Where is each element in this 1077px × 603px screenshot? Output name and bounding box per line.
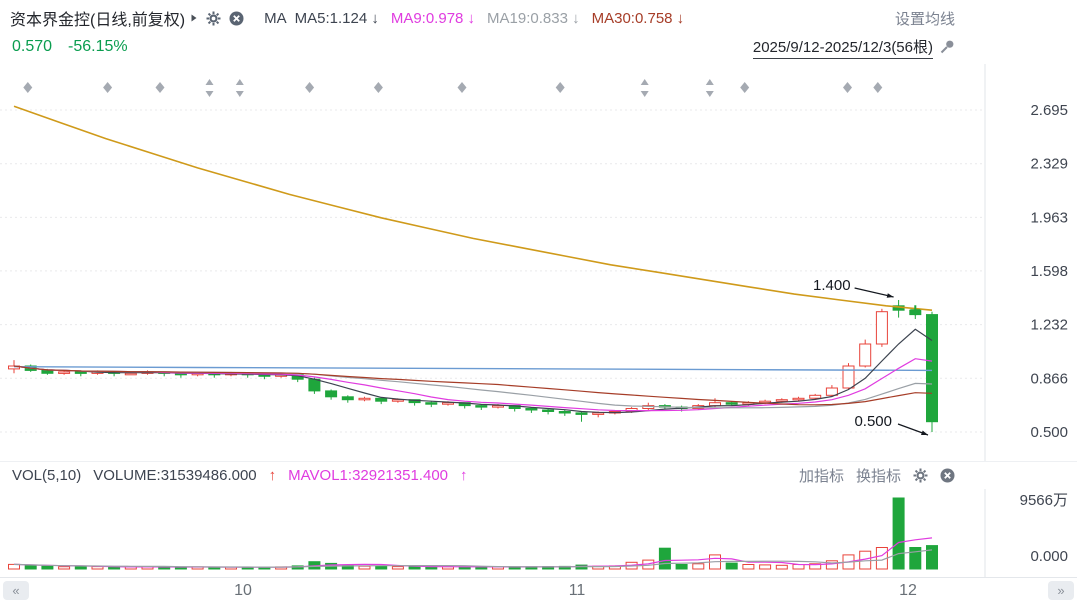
ma-settings-button[interactable]: 设置均线 — [894, 10, 955, 28]
scroll-right-glyph: » — [1057, 583, 1065, 598]
ma-legend-item: MA9:0.978 ↓ — [390, 9, 476, 27]
mavol-up-arrow: ↑ — [460, 466, 468, 484]
ma-close-icon[interactable] — [229, 11, 244, 26]
month-label: 12 — [899, 582, 917, 599]
last-price: 0.570 — [12, 38, 53, 55]
volume-chart[interactable]: 9566万 0.000 — [0, 489, 1077, 577]
vol-indicator-label: VOL(5,10) — [12, 466, 82, 484]
svg-text:1.963: 1.963 — [1030, 209, 1068, 226]
ma-values-legend: MA5:1.124 ↓ MA9:0.978 ↓ MA19:0.833 ↓ MA30:0… — [295, 10, 685, 27]
symbol-selector[interactable]: 资本界金控(日线,前复权) — [10, 6, 198, 30]
volume-pane-header: VOL(5,10) VOLUME:31539486.000 ↑ MAVOL1:3… — [12, 462, 1077, 488]
add-indicator-button[interactable]: 加指标 — [798, 467, 844, 485]
switch-indicator-button[interactable]: 换指标 — [855, 467, 901, 485]
quote-row: 0.570 -56.15% 2025/9/12-2025/12/3(56根) — [12, 36, 1077, 59]
volume-up-arrow: ↑ — [268, 466, 277, 484]
scroll-left-glyph: « — [12, 583, 20, 598]
scroll-left-button[interactable]: « — [3, 581, 29, 600]
svg-text:0.500: 0.500 — [1030, 424, 1068, 441]
ma-settings-gear-icon[interactable] — [206, 11, 221, 26]
main-chart-header: 资本界金控(日线,前复权) MA MA5:1.124 ↓ MA9:0.978 ↓ M… — [10, 5, 1077, 31]
svg-text:0.866: 0.866 — [1030, 370, 1068, 387]
svg-text:1.598: 1.598 — [1030, 263, 1068, 280]
volume-close-icon[interactable] — [940, 468, 955, 483]
svg-text:0.000: 0.000 — [1030, 548, 1068, 565]
svg-text:0.500: 0.500 — [854, 413, 892, 430]
price-chart[interactable]: 2.695 2.329 1.963 1.598 1.232 0.866 0.500 1.400… — [0, 64, 1077, 461]
volume-settings-gear-icon[interactable] — [913, 468, 928, 483]
svg-text:2.695: 2.695 — [1030, 102, 1068, 119]
pin-icon[interactable] — [939, 39, 955, 55]
pane-divider — [0, 461, 1077, 462]
date-range-label[interactable]: 2025/9/12-2025/12/3(56根) — [752, 36, 933, 59]
ma-legend-item: MA5:1.124 ↓ — [294, 9, 379, 27]
symbol-title: 资本界金控(日线,前复权) — [10, 12, 186, 29]
time-axis: 10 11 12 « » — [0, 577, 1077, 603]
change-percent: -56.15% — [68, 38, 128, 55]
volume-value: VOLUME:31539486.000 — [93, 466, 257, 484]
ma-legend-item: MA30:0.758 ↓ — [591, 9, 685, 27]
svg-text:1.232: 1.232 — [1030, 317, 1068, 334]
svg-text:2.329: 2.329 — [1030, 156, 1068, 173]
volume-pane-tools: 加指标 换指标 — [799, 465, 955, 486]
ma-legend-item: MA19:0.833 ↓ — [487, 9, 580, 27]
month-label: 11 — [568, 582, 586, 599]
svg-text:9566万: 9566万 — [1020, 492, 1068, 509]
svg-text:1.400: 1.400 — [813, 277, 851, 294]
ma-indicator-label: MA — [264, 9, 287, 27]
mavol-value: MAVOL1:32921351.400 — [288, 466, 448, 484]
date-range-group[interactable]: 2025/9/12-2025/12/3(56根) — [752, 36, 955, 59]
month-label: 10 — [234, 582, 252, 599]
scroll-right-button[interactable]: » — [1048, 581, 1074, 600]
title-dropdown-icon — [191, 14, 197, 22]
